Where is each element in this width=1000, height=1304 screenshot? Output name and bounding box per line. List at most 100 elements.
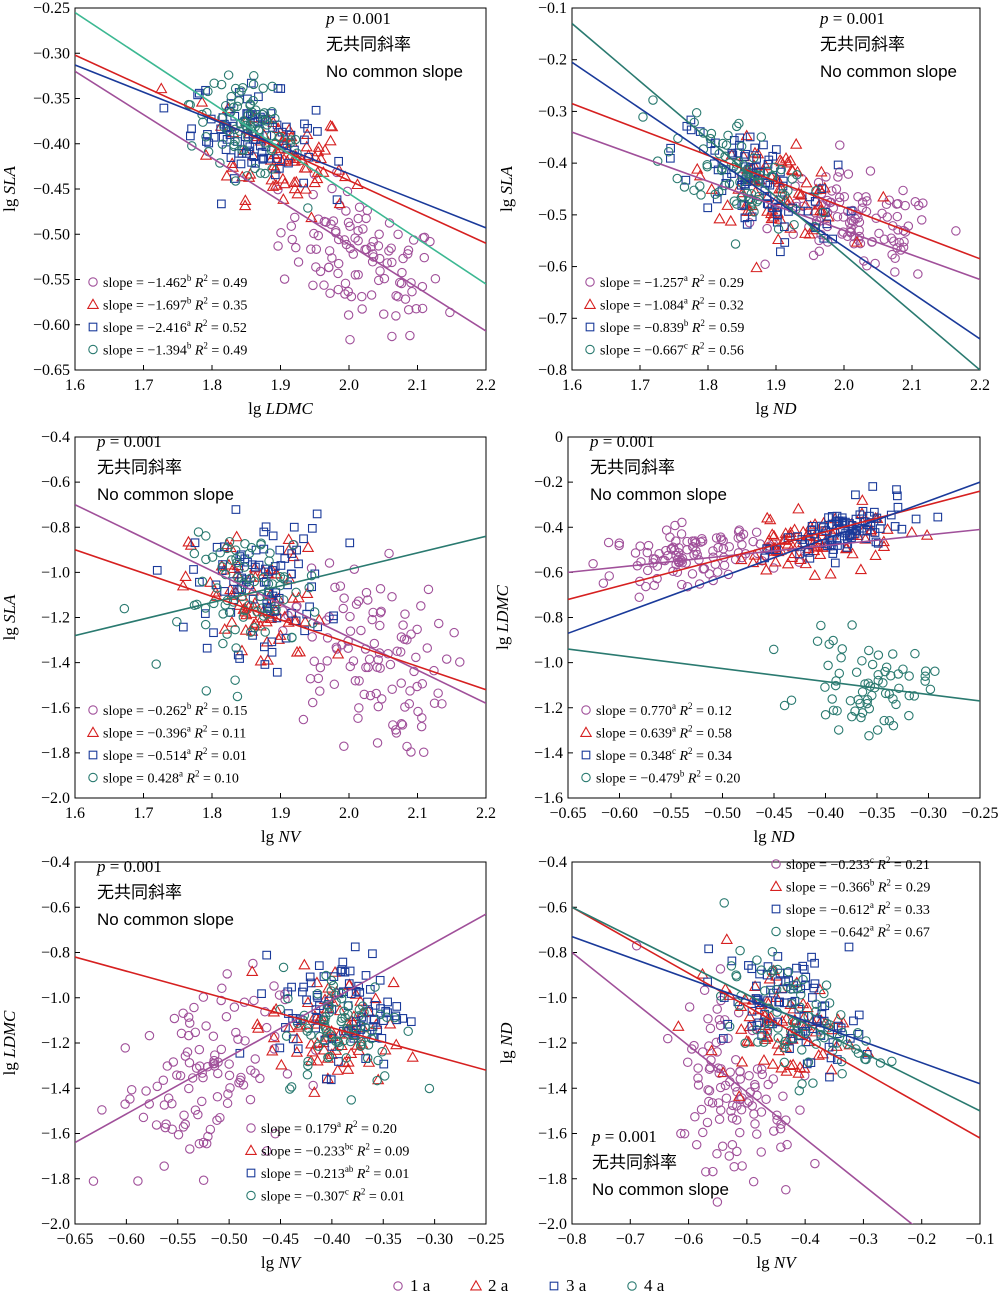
data-point bbox=[341, 1053, 352, 1063]
data-point bbox=[328, 216, 339, 226]
y-tick-label: −1.6 bbox=[538, 1126, 567, 1143]
fit-legend-r-exponent: 2 bbox=[365, 1164, 370, 1174]
data-point bbox=[877, 208, 887, 219]
fit-legend-r-equals: = bbox=[365, 1190, 380, 1205]
data-point bbox=[719, 898, 729, 908]
fit-legend-r2-value: 0.32 bbox=[719, 299, 744, 314]
x-axis-label-variable: ND bbox=[772, 399, 797, 418]
data-point bbox=[809, 983, 819, 993]
fit-legend-entry: slope = 0.428a R2 = 0.10 bbox=[103, 769, 239, 787]
data-point bbox=[766, 1058, 780, 1069]
fit-legend-r-equals: = bbox=[890, 858, 905, 873]
data-point bbox=[870, 528, 880, 537]
data-point bbox=[311, 172, 324, 184]
data-point bbox=[800, 1028, 811, 1038]
fit-legend-slope-value: −0.667 bbox=[644, 344, 683, 359]
y-axis-label-prefix: lg bbox=[493, 632, 512, 649]
data-point bbox=[819, 233, 829, 243]
data-point bbox=[202, 643, 212, 653]
y-tick-label: −0.8 bbox=[538, 362, 567, 379]
fit-legend-entry: slope = −0.233bc R2 = 0.09 bbox=[261, 1142, 409, 1160]
data-point bbox=[718, 1034, 728, 1043]
data-point bbox=[184, 1018, 195, 1028]
data-point bbox=[710, 189, 721, 200]
data-point bbox=[303, 1060, 313, 1071]
data-point bbox=[909, 691, 920, 701]
x-tick-label: −0.50 bbox=[211, 1231, 248, 1248]
data-point bbox=[326, 986, 337, 996]
data-point bbox=[299, 182, 313, 194]
fit-legend-marker-3a bbox=[88, 322, 98, 332]
fit-legend-slope-superscript: a bbox=[187, 746, 191, 756]
data-point bbox=[343, 310, 354, 320]
data-point bbox=[780, 222, 789, 232]
data-point bbox=[787, 999, 797, 1009]
fit-legend-slope-value: 0.179 bbox=[305, 1122, 337, 1137]
data-point bbox=[337, 1013, 347, 1024]
data-point bbox=[204, 138, 214, 148]
x-tick-label: 1.7 bbox=[630, 377, 650, 394]
data-point bbox=[305, 972, 315, 982]
chart-panel-middle-left: 1.6 1.7 1.8 1.9 2.0 2.1 2.2−2.0−1.8−1.6−1.4−1.… bbox=[0, 429, 496, 846]
fit-legend-r-exponent: 2 bbox=[688, 746, 693, 756]
data-point bbox=[338, 603, 349, 614]
data-point bbox=[828, 549, 838, 558]
data-point bbox=[209, 628, 218, 638]
data-point bbox=[690, 1112, 700, 1122]
regression-line-1a bbox=[75, 913, 486, 1144]
fit-legend-entry: slope = −0.612a R2 = 0.33 bbox=[786, 900, 930, 918]
data-point bbox=[890, 253, 900, 263]
data-point bbox=[353, 226, 363, 236]
data-point bbox=[828, 705, 839, 716]
data-point bbox=[913, 200, 924, 211]
data-point bbox=[161, 1119, 171, 1129]
data-point bbox=[245, 124, 256, 135]
fit-legend-r-equals: = bbox=[207, 321, 222, 336]
data-point bbox=[853, 192, 863, 202]
data-point bbox=[769, 162, 780, 173]
data-point bbox=[125, 1094, 135, 1104]
data-point bbox=[365, 985, 375, 994]
fit-legend-marker-2a bbox=[86, 298, 100, 309]
data-point bbox=[251, 1018, 264, 1029]
data-point bbox=[216, 995, 226, 1006]
data-point bbox=[831, 676, 841, 686]
data-point bbox=[275, 1043, 285, 1053]
data-point bbox=[319, 216, 330, 227]
data-point bbox=[201, 1021, 211, 1031]
data-point bbox=[387, 257, 397, 268]
p-symbol: p bbox=[325, 9, 335, 28]
fit-legend-marker-4a bbox=[88, 344, 98, 355]
x-tick-label: −0.35 bbox=[365, 1231, 402, 1248]
data-point bbox=[820, 710, 831, 720]
data-point bbox=[385, 659, 396, 670]
data-point bbox=[799, 557, 812, 569]
data-point bbox=[260, 627, 270, 637]
data-point bbox=[881, 662, 892, 672]
data-point bbox=[930, 666, 940, 677]
fit-legend-slope-label: slope = bbox=[103, 299, 147, 314]
data-point bbox=[151, 1120, 162, 1130]
data-point bbox=[732, 1146, 742, 1157]
fit-legend-r2-value: 0.20 bbox=[372, 1122, 397, 1137]
y-tick-label: −0.4 bbox=[41, 429, 70, 446]
y-tick-label: −0.4 bbox=[41, 854, 70, 871]
y-tick-label: −0.45 bbox=[33, 181, 70, 198]
data-point bbox=[160, 1122, 171, 1133]
data-point bbox=[808, 569, 821, 580]
data-point bbox=[215, 548, 225, 558]
x-tick-label: 1.6 bbox=[65, 805, 85, 822]
data-point bbox=[808, 993, 817, 1002]
data-point bbox=[229, 1002, 240, 1012]
data-point bbox=[232, 101, 243, 112]
data-point bbox=[276, 84, 286, 93]
fit-legend-r-exponent: 2 bbox=[203, 724, 208, 734]
data-point bbox=[839, 192, 850, 202]
data-point bbox=[833, 160, 843, 170]
data-point bbox=[822, 219, 832, 229]
data-point bbox=[424, 1083, 435, 1094]
fit-legend-entry: slope = −1.462b R2 = 0.49 bbox=[103, 273, 247, 291]
data-point bbox=[920, 676, 930, 686]
data-point bbox=[850, 706, 860, 716]
data-point bbox=[854, 1010, 864, 1020]
